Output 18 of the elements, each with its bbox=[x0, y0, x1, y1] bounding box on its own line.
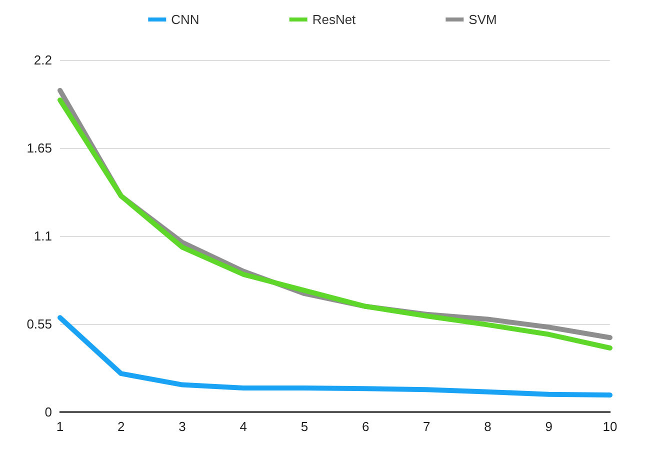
legend-label: CNN bbox=[171, 12, 200, 27]
x-tick-label: 1 bbox=[56, 419, 64, 434]
y-tick-label: 0 bbox=[44, 404, 52, 420]
x-tick-label: 8 bbox=[484, 419, 492, 434]
x-tick-label: 3 bbox=[178, 419, 186, 434]
x-tick-label: 5 bbox=[300, 419, 308, 434]
y-tick-label: 0.55 bbox=[26, 316, 52, 332]
x-tick-label: 7 bbox=[423, 419, 430, 434]
legend-label: SVM bbox=[468, 12, 497, 27]
x-tick-label: 2 bbox=[117, 419, 125, 434]
x-tick-label: 4 bbox=[240, 419, 247, 434]
x-tick-label: 9 bbox=[545, 419, 553, 434]
y-tick-label: 2.2 bbox=[34, 52, 52, 68]
x-tick-label: 10 bbox=[602, 419, 618, 434]
legend-label: ResNet bbox=[312, 12, 356, 27]
y-tick-label: 1.1 bbox=[34, 228, 52, 244]
y-tick-label: 1.65 bbox=[26, 140, 52, 156]
x-tick-label: 6 bbox=[362, 419, 370, 434]
